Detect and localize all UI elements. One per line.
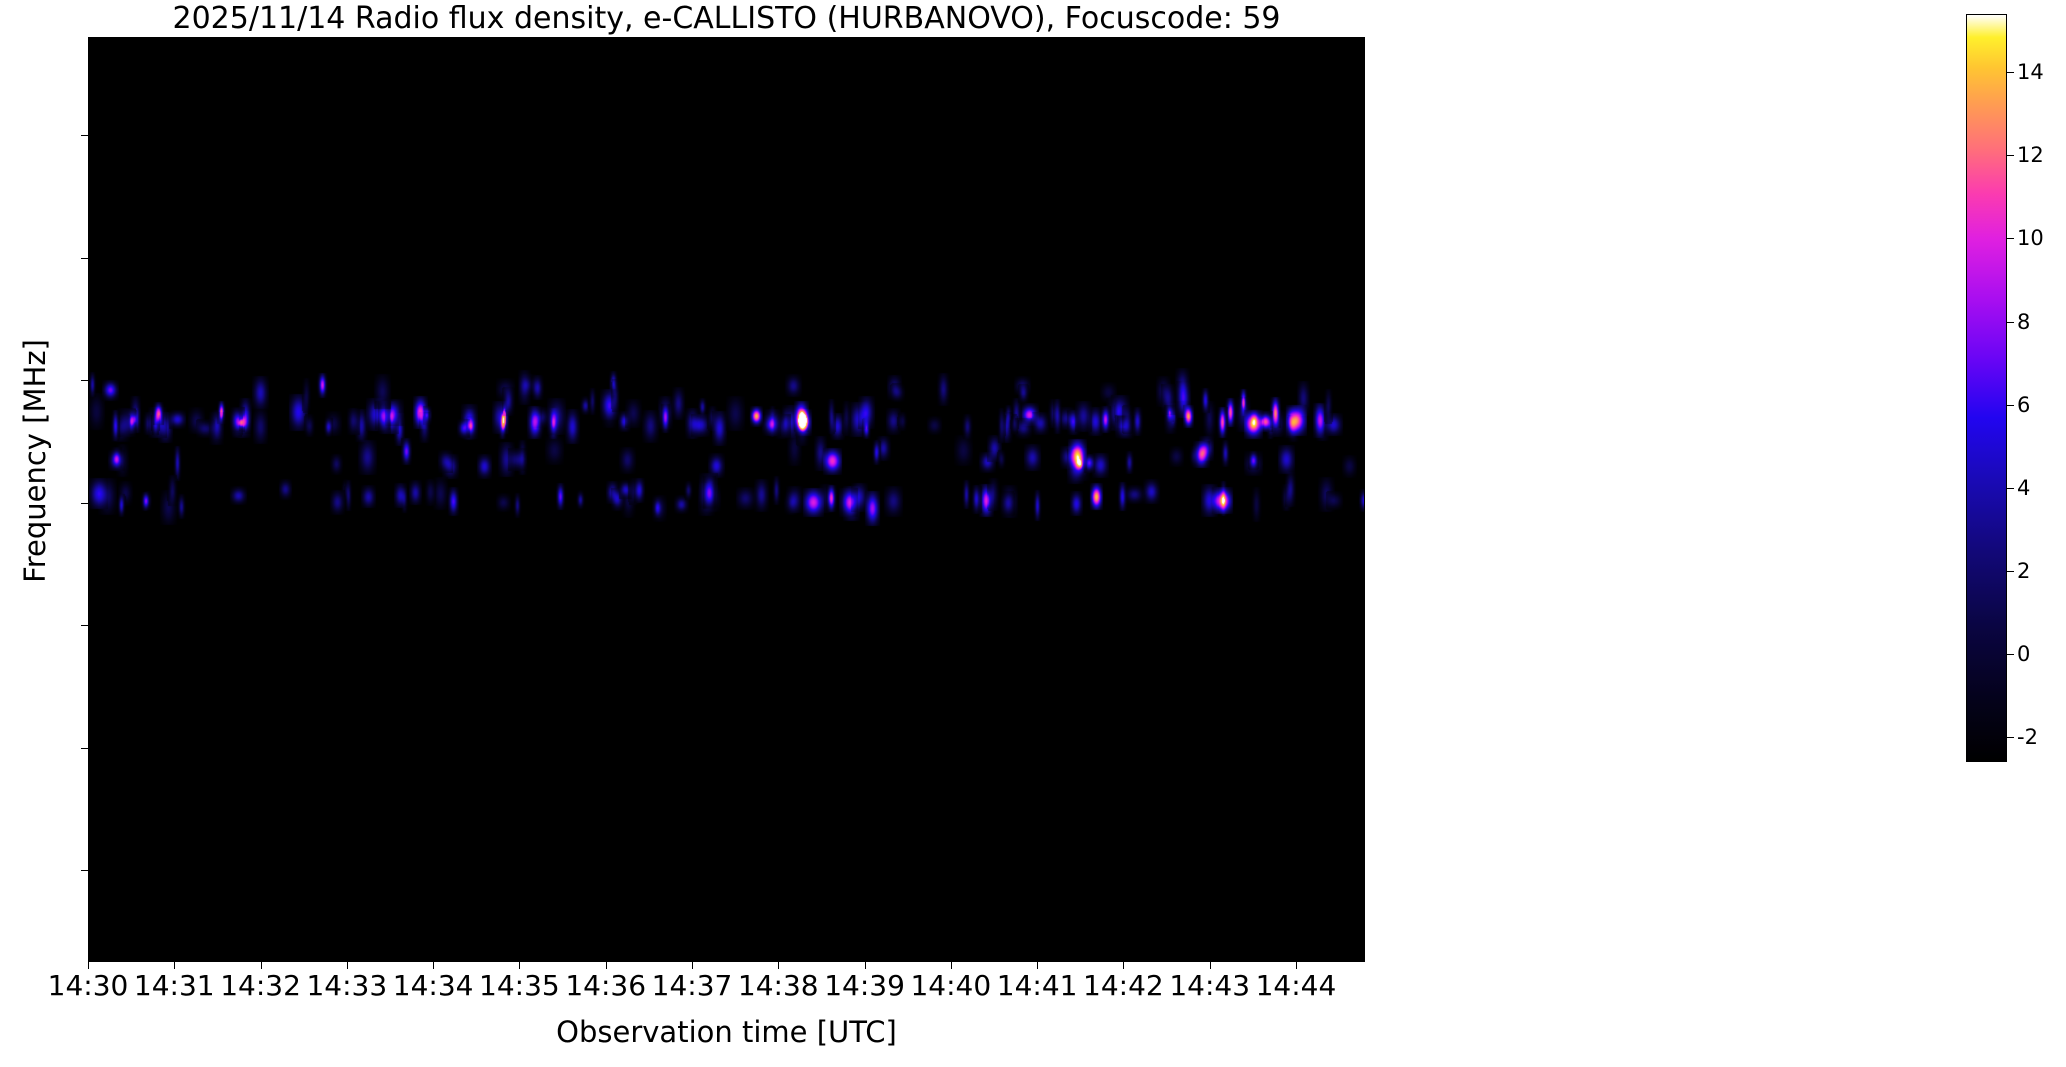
- x-tick-mark: [778, 962, 780, 969]
- x-tick-label: 14:38: [737, 969, 819, 1002]
- colorbar-tick-label: 0: [2017, 641, 2031, 666]
- x-tick-mark: [433, 962, 435, 969]
- x-tick-mark: [88, 962, 89, 969]
- colorbar-tick-label: 2: [2017, 558, 2031, 583]
- x-tick-label: 14:40: [910, 969, 992, 1002]
- x-tick-mark: [864, 962, 866, 969]
- colorbar-tick-mark: [2007, 487, 2014, 489]
- y-axis-label: Frequency [MHz]: [18, 339, 52, 583]
- x-tick-label: 14:32: [220, 969, 301, 1002]
- x-tick-mark: [260, 962, 262, 969]
- x-axis-label: Observation time [UTC]: [556, 1015, 897, 1049]
- x-tick-mark: [1209, 962, 1211, 969]
- colorbar-tick-mark: [2007, 321, 2014, 323]
- colorbar-tick-label: 10: [2017, 226, 2044, 251]
- x-tick-mark: [346, 962, 348, 969]
- y-tick-mark: [81, 747, 88, 749]
- x-tick-mark: [691, 962, 693, 969]
- y-tick-mark: [81, 625, 88, 627]
- x-tick-mark: [1037, 962, 1039, 969]
- x-tick-label: 14:41: [996, 969, 1078, 1002]
- x-tick-label: 14:36: [565, 969, 647, 1002]
- colorbar-tick-mark: [2007, 155, 2014, 157]
- x-tick-label: 14:44: [1255, 969, 1337, 1002]
- x-tick-mark: [1123, 962, 1125, 969]
- y-tick-mark: [81, 257, 88, 259]
- page-title: 2025/11/14 Radio flux density, e-CALLIST…: [172, 1, 1281, 36]
- x-tick-mark: [1295, 962, 1297, 969]
- x-tick-mark: [174, 962, 176, 969]
- y-tick-mark: [81, 502, 88, 504]
- colorbar-tick-mark: [2007, 737, 2014, 739]
- colorbar-tick-label: -2: [2017, 725, 2038, 750]
- colorbar-tick-label: 8: [2017, 309, 2031, 334]
- y-tick-mark: [81, 135, 88, 136]
- spectrogram-image: [89, 38, 1364, 961]
- x-tick-mark: [519, 962, 521, 969]
- x-tick-label: 14:42: [1083, 969, 1164, 1002]
- x-tick-label: 14:43: [1169, 969, 1251, 1002]
- x-tick-label: 14:31: [133, 969, 215, 1002]
- colorbar-tick-label: 12: [2017, 143, 2044, 168]
- colorbar-tick-mark: [2007, 404, 2014, 406]
- x-tick-mark: [950, 962, 952, 969]
- spectrogram-axes[interactable]: [88, 37, 1365, 962]
- colorbar-tick-label: 4: [2017, 475, 2031, 500]
- x-tick-label: 14:39: [824, 969, 905, 1002]
- x-tick-label: 14:33: [306, 969, 388, 1002]
- y-tick-mark: [81, 380, 88, 382]
- x-tick-label: 14:34: [392, 969, 474, 1002]
- colorbar-gradient: [1967, 15, 2006, 761]
- colorbar-tick-mark: [2007, 570, 2014, 572]
- colorbar-tick-mark: [2007, 653, 2014, 655]
- y-tick-mark: [81, 870, 88, 872]
- colorbar-tick-label: 6: [2017, 392, 2031, 417]
- colorbar-tick-mark: [2007, 238, 2014, 240]
- colorbar-tick-mark: [2007, 72, 2014, 74]
- x-tick-label: 14:37: [651, 969, 733, 1002]
- colorbar-tick-label: 14: [2017, 60, 2044, 85]
- x-tick-label: 14:35: [479, 969, 560, 1002]
- x-tick-label: 14:30: [47, 969, 129, 1002]
- x-tick-mark: [605, 962, 607, 969]
- colorbar-axes[interactable]: [1966, 14, 2007, 762]
